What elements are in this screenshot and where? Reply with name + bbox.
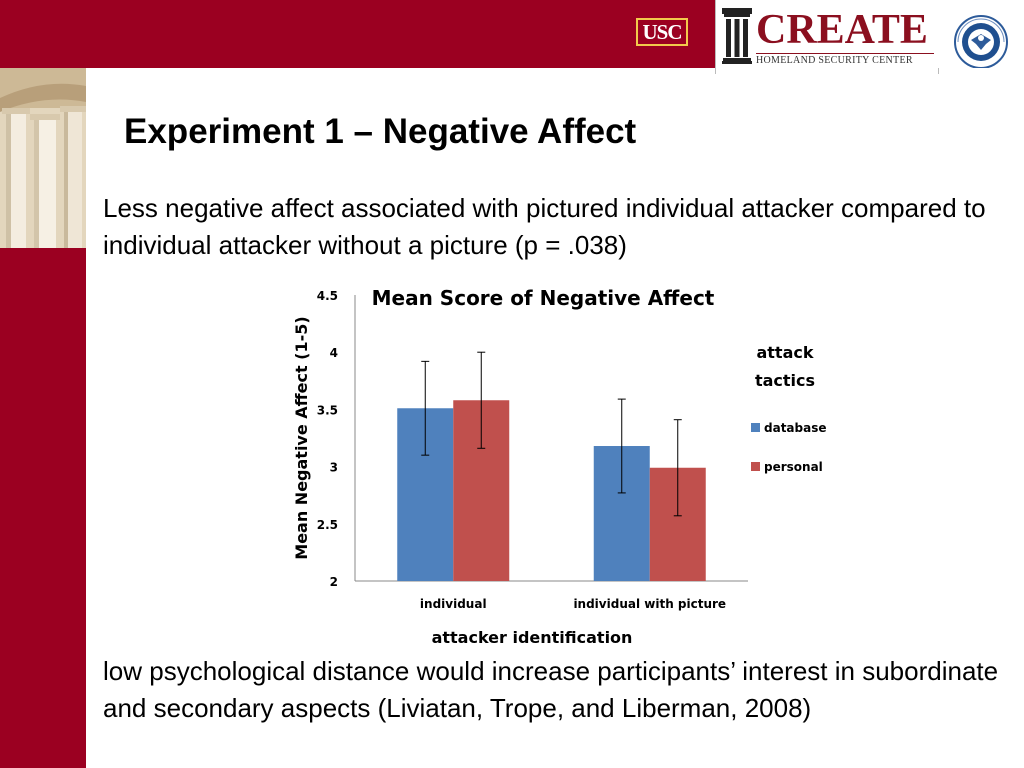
columns-photo [0,68,86,248]
legend-swatch-personal [751,462,760,471]
legend-label-personal: personal [764,460,823,474]
y-tick-label: 4.5 [317,289,338,303]
dhs-seal-panel [938,0,1024,69]
legend-title-line-1: attack [756,343,813,362]
y-tick-label: 3 [330,461,338,475]
y-axis-label: Mean Negative Affect (1-5) [292,316,311,559]
category-label: individual [420,597,487,611]
category-label: individual with picture [573,597,726,611]
create-logo-subtitle: HOMELAND SECURITY CENTER [756,53,934,66]
y-tick-label: 2.5 [317,518,338,532]
x-axis-label: attacker identification [432,628,633,647]
y-tick-label: 3.5 [317,403,338,417]
slide-title: Experiment 1 – Negative Affect [124,112,637,151]
usc-logo: USC [622,0,712,68]
chart-title: Mean Score of Negative Affect [372,286,715,310]
explanation-text: low psychological distance would increas… [103,656,999,723]
create-logo-text: CREATE [756,7,928,53]
legend-title-line-2: tactics [755,371,815,390]
usc-logo-text: USC [636,18,688,46]
legend-swatch-database [751,423,760,432]
y-tick-label: 4 [330,346,338,360]
pillars-icon [722,8,752,64]
finding-text: Less negative affect associated with pic… [103,193,986,260]
y-tick-label: 2 [330,575,338,589]
legend-label-database: database [764,421,827,435]
create-logo: CREATE HOMELAND SECURITY CENTER [715,0,939,74]
dhs-seal-icon [954,15,1008,69]
